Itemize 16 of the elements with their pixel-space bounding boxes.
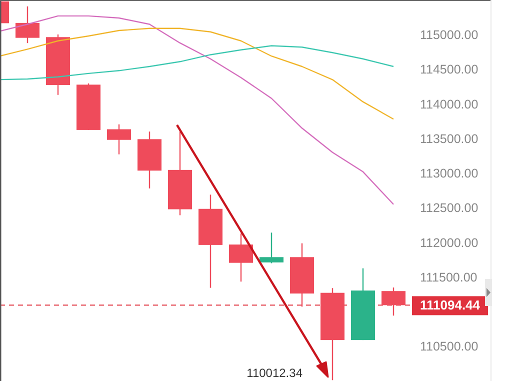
candlestick [382, 286, 406, 316]
y-tick-label: 113500.00 [420, 132, 478, 146]
candlestick [260, 232, 284, 264]
y-tick-label: 112500.00 [420, 201, 478, 216]
candlestick [229, 232, 253, 282]
y-tick-label: 112000.00 [420, 236, 478, 250]
ref-line-label: 111094.44 [420, 298, 481, 313]
candlestick [107, 124, 131, 155]
y-tick-label: 114500.00 [420, 62, 478, 77]
candlestick [16, 6, 40, 44]
y-tick-label: 110500.00 [420, 340, 478, 354]
annotation: 110012.34 [246, 366, 303, 380]
y-tick-label: 115000.00 [420, 28, 478, 42]
y-tick-label: 111500.00 [420, 270, 478, 284]
y-tick-label: 114000.00 [420, 97, 478, 112]
y-tick-label: 113000.00 [420, 166, 478, 181]
